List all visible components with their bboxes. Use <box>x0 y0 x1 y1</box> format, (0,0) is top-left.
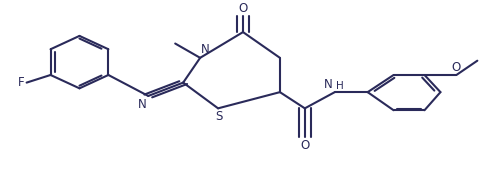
Text: O: O <box>300 139 309 152</box>
Text: S: S <box>215 110 222 123</box>
Text: N: N <box>324 78 332 91</box>
Text: F: F <box>17 76 24 89</box>
Text: O: O <box>452 61 460 74</box>
Text: H: H <box>336 81 344 91</box>
Text: O: O <box>239 2 247 15</box>
Text: N: N <box>138 98 147 111</box>
Text: N: N <box>201 43 210 56</box>
